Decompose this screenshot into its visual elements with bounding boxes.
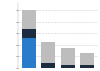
Bar	[41, 63, 55, 68]
Bar	[41, 43, 55, 63]
Bar	[22, 38, 36, 68]
Bar	[80, 65, 94, 68]
Bar	[22, 28, 36, 38]
Bar	[22, 10, 36, 28]
Bar	[80, 53, 94, 65]
Bar	[61, 48, 75, 65]
Bar	[61, 65, 75, 68]
